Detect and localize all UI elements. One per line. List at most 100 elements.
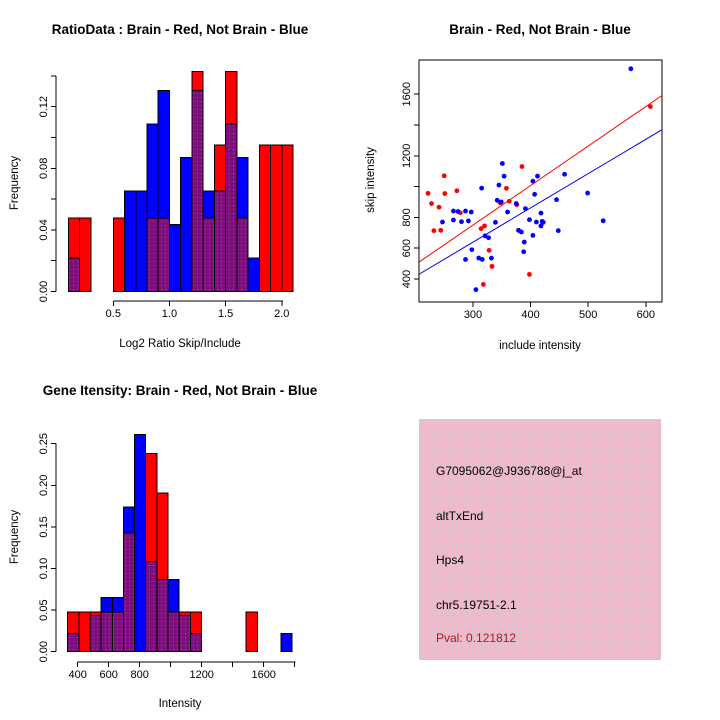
- svg-text:800: 800: [131, 669, 149, 681]
- scatter-point-blue: [465, 218, 471, 224]
- hist-bar-overlap: [122, 532, 136, 653]
- hist-bar-overlap: [67, 257, 81, 292]
- hist-bar-overlap: [89, 615, 102, 653]
- scatter-point-red: [519, 164, 525, 169]
- hist-bar-red: [78, 611, 91, 653]
- hist-bar-blue: [202, 190, 215, 219]
- plot-box: [418, 59, 663, 303]
- svg-text:0.00: 0.00: [38, 641, 50, 662]
- regression-line-notbrain: [418, 129, 662, 275]
- svg-text:0.15: 0.15: [38, 516, 50, 537]
- scatter-point-red: [527, 271, 532, 277]
- scatter-point-blue: [538, 223, 544, 229]
- svg-text:0.10: 0.10: [38, 558, 50, 579]
- scatter-point-blue: [459, 219, 464, 225]
- scatter-point-red: [438, 227, 444, 233]
- scatter-points: [425, 66, 653, 293]
- hist-bar-blue: [134, 434, 147, 653]
- hist-bar-blue: [180, 157, 193, 292]
- gene-info-box: G7095062@J936788@j_at altTxEnd Hps4 chr5…: [419, 419, 661, 660]
- scatter-title: Brain - Red, Not Brain - Blue: [449, 22, 631, 37]
- scatter-point-blue: [479, 257, 485, 262]
- svg-text:0.25: 0.25: [38, 433, 50, 454]
- scatter-point-blue: [451, 217, 456, 223]
- hist-bar-red: [178, 611, 191, 617]
- scatter-point-blue: [494, 197, 500, 203]
- scatter-point-blue: [562, 171, 567, 177]
- hist-bar-overlap: [146, 217, 159, 292]
- scatter-point-red: [480, 281, 486, 287]
- scatter-point-red: [506, 198, 512, 204]
- svg-text:1200: 1200: [189, 669, 213, 681]
- scatter-point-blue: [493, 219, 498, 225]
- hist-bar-red: [245, 611, 258, 653]
- scatter-point-blue: [501, 173, 507, 179]
- hist-bar-overlap: [236, 217, 249, 292]
- hist-bar-overlap: [67, 633, 80, 653]
- hist-bar-blue: [157, 90, 170, 219]
- svg-text:0.08: 0.08: [38, 158, 50, 179]
- svg-text:1.5: 1.5: [218, 308, 233, 320]
- scatter-point-red: [431, 228, 437, 234]
- scatter-point-blue: [473, 287, 479, 293]
- scatter-point-blue: [521, 239, 527, 245]
- hist-bar-red: [89, 611, 102, 617]
- scatter-point-blue: [489, 255, 494, 261]
- hist-bar-overlap: [100, 611, 113, 653]
- hist-bar-blue: [168, 224, 182, 292]
- axes: [51, 443, 296, 667]
- scatter-point-red: [425, 190, 431, 196]
- scatter-point-blue: [521, 249, 527, 255]
- scatter-point-blue: [479, 185, 485, 191]
- regression-line-brain: [418, 95, 662, 263]
- hist-bar-red: [67, 217, 81, 259]
- scatter-point-blue: [455, 209, 461, 214]
- tick-labels: 400 600 800 1200 1600 0.00 0.05 0.10 0.15 0.20 0.2…: [38, 433, 276, 681]
- scatter-point-blue: [555, 228, 561, 234]
- scatter-point-blue: [538, 210, 544, 216]
- scatter-point-red: [482, 223, 487, 229]
- hist-bar-overlap: [111, 611, 124, 653]
- hist-bar-blue: [247, 257, 260, 292]
- scatter-plot: 300 400 500 600 400 600 800 1200 1600: [401, 59, 663, 321]
- probe-id-text: G7095062@J936788@j_at: [436, 464, 582, 478]
- scatter-point-red: [429, 201, 434, 206]
- scatter-point-blue: [469, 247, 475, 253]
- svg-text:600: 600: [100, 669, 118, 681]
- hist-bar-overlap: [202, 217, 215, 292]
- hist-bar-overlap: [189, 633, 203, 653]
- svg-text:600: 600: [401, 239, 413, 257]
- scatter-point-blue: [440, 219, 445, 225]
- gene-info-panel: G7095062@J936788@j_at altTxEnd Hps4 chr5…: [360, 360, 720, 720]
- scatter-point-blue: [533, 219, 539, 225]
- hist-bar-overlap: [156, 578, 169, 653]
- pval-text: Pval: 0.121812: [436, 631, 517, 645]
- svg-text:400: 400: [401, 270, 413, 288]
- hist-bar-red: [281, 144, 294, 292]
- gene-intensity-histogram-panel: Gene Itensity: Brain - Red, Not Brain - …: [0, 360, 360, 720]
- regression-lines: [418, 95, 662, 275]
- hist-bar-blue: [111, 596, 124, 613]
- svg-text:0.5: 0.5: [106, 308, 121, 320]
- hist-bar-red: [79, 217, 92, 292]
- ratio-histogram-plot: 0.5 1.0 1.5 2.0 0.00 0.04 0.08 0.12: [38, 70, 294, 320]
- svg-text:500: 500: [579, 309, 597, 321]
- svg-text:1600: 1600: [251, 669, 275, 681]
- svg-text:400: 400: [521, 309, 539, 321]
- histogram-bars: [67, 434, 293, 653]
- hist-bar-overlap: [213, 190, 227, 292]
- scatter-point-blue: [486, 235, 491, 241]
- tick-labels: 300 400 500 600 400 600 800 1200 1600: [401, 82, 655, 321]
- gene-name-text: Hps4: [436, 553, 465, 567]
- scatter-point-blue: [532, 191, 538, 197]
- hist-bar-blue: [122, 506, 136, 534]
- hist-bar-overlap: [178, 615, 191, 653]
- hist-bar-red: [156, 492, 169, 580]
- scatter-xlabel: include intensity: [499, 340, 581, 352]
- scatter-point-blue: [468, 209, 474, 215]
- scatter-point-blue: [628, 66, 634, 72]
- hist-bar-overlap: [145, 560, 158, 653]
- scatter-point-red: [454, 188, 460, 194]
- svg-text:300: 300: [464, 309, 482, 321]
